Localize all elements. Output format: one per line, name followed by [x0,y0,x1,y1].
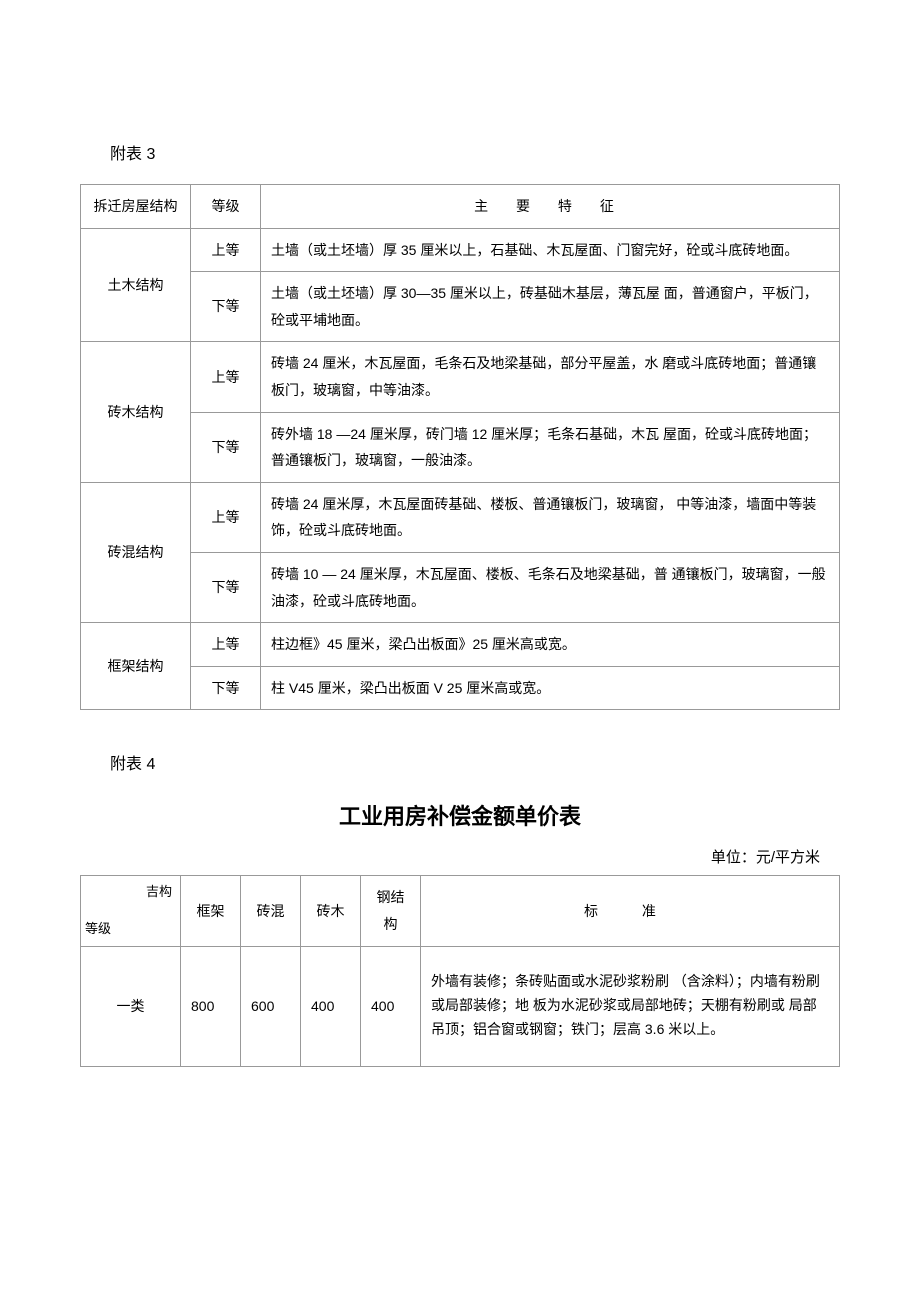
t4-value-cell: 800 [181,946,241,1066]
feature-cell: 砖墙 24 厘米厚，木瓦屋面砖基础、楼板、普通镶板门，玻璃窗， 中等油漆，墙面中… [261,482,840,552]
level-cell: 下等 [191,272,261,342]
structure-cell: 框架结构 [81,623,191,710]
feature-cell: 砖外墙 18 —24 厘米厚，砖门墙 12 厘米厚；毛条石基础，木瓦 屋面，砼或… [261,412,840,482]
level-cell: 上等 [191,482,261,552]
diag-bottom-label: 等级 [85,917,111,942]
table4-header-c4: 钢结构 [361,876,421,946]
table-row: 下等 柱 V45 厘米，梁凸出板面 V 25 厘米高或宽。 [81,666,840,710]
table-row: 框架结构 上等 柱边框》45 厘米，梁凸出板面》25 厘米高或宽。 [81,623,840,667]
level-cell: 下等 [191,412,261,482]
table4-header-std: 标 准 [421,876,840,946]
feature-cell: 土墙（或土坯墙）厚 35 厘米以上，石基础、木瓦屋面、门窗完好，砼或斗底砖地面。 [261,228,840,272]
level-cell: 上等 [191,623,261,667]
level-cell: 上等 [191,342,261,412]
t4-level-cell: 一类 [81,946,181,1066]
section4-title: 工业用房补偿金额单价表 [30,799,890,831]
section3-label: 附表 3 [110,140,890,164]
t4-value-cell: 400 [301,946,361,1066]
structure-cell: 土木结构 [81,228,191,342]
feature-cell: 砖墙 10 — 24 厘米厚，木瓦屋面、楼板、毛条石及地梁基础，普 通镶板门，玻… [261,552,840,622]
level-cell: 上等 [191,228,261,272]
table4-header-c1: 框架 [181,876,241,946]
table-row: 下等 土墙（或土坯墙）厚 30—35 厘米以上，砖基础木基层，薄瓦屋 面，普通窗… [81,272,840,342]
table3-header-row: 拆迁房屋结构 等级 主 要 特 征 [81,185,840,229]
diag-top-label: 吉构 [146,880,172,905]
feature-cell: 柱 V45 厘米，梁凸出板面 V 25 厘米高或宽。 [261,666,840,710]
table-row: 下等 砖外墙 18 —24 厘米厚，砖门墙 12 厘米厚；毛条石基础，木瓦 屋面… [81,412,840,482]
table-row: 砖混结构 上等 砖墙 24 厘米厚，木瓦屋面砖基础、楼板、普通镶板门，玻璃窗， … [81,482,840,552]
section4-label: 附表 4 [110,750,890,774]
table4-diag-cell: 吉构 等级 [81,876,181,946]
table3-header-level: 等级 [191,185,261,229]
table3-header-structure: 拆迁房屋结构 [81,185,191,229]
table4-header-row: 吉构 等级 框架 砖混 砖木 钢结构 标 准 [81,876,840,946]
table-row: 一类 800 600 400 400 外墙有装修；条砖贴面或水泥砂浆粉刷 （含涂… [81,946,840,1066]
table4-header-c3: 砖木 [301,876,361,946]
t4-std-cell: 外墙有装修；条砖贴面或水泥砂浆粉刷 （含涂料）；内墙有粉刷或局部装修；地 板为水… [421,946,840,1066]
feature-cell: 柱边框》45 厘米，梁凸出板面》25 厘米高或宽。 [261,623,840,667]
structure-cell: 砖木结构 [81,342,191,482]
feature-cell: 砖墙 24 厘米，木瓦屋面，毛条石及地梁基础，部分平屋盖，水 磨或斗底砖地面；普… [261,342,840,412]
structure-cell: 砖混结构 [81,482,191,622]
table3: 拆迁房屋结构 等级 主 要 特 征 土木结构 上等 土墙（或土坯墙）厚 35 厘… [80,184,840,710]
table-row: 砖木结构 上等 砖墙 24 厘米，木瓦屋面，毛条石及地梁基础，部分平屋盖，水 磨… [81,342,840,412]
table3-header-feature: 主 要 特 征 [261,185,840,229]
table-row: 下等 砖墙 10 — 24 厘米厚，木瓦屋面、楼板、毛条石及地梁基础，普 通镶板… [81,552,840,622]
level-cell: 下等 [191,666,261,710]
table4-header-c2: 砖混 [241,876,301,946]
feature-cell: 土墙（或土坯墙）厚 30—35 厘米以上，砖基础木基层，薄瓦屋 面，普通窗户，平… [261,272,840,342]
table-row: 土木结构 上等 土墙（或土坯墙）厚 35 厘米以上，石基础、木瓦屋面、门窗完好，… [81,228,840,272]
section4-unit: 单位：元/平方米 [30,846,820,867]
level-cell: 下等 [191,552,261,622]
t4-value-cell: 400 [361,946,421,1066]
t4-value-cell: 600 [241,946,301,1066]
table4: 吉构 等级 框架 砖混 砖木 钢结构 标 准 一类 800 600 400 40… [80,875,840,1066]
